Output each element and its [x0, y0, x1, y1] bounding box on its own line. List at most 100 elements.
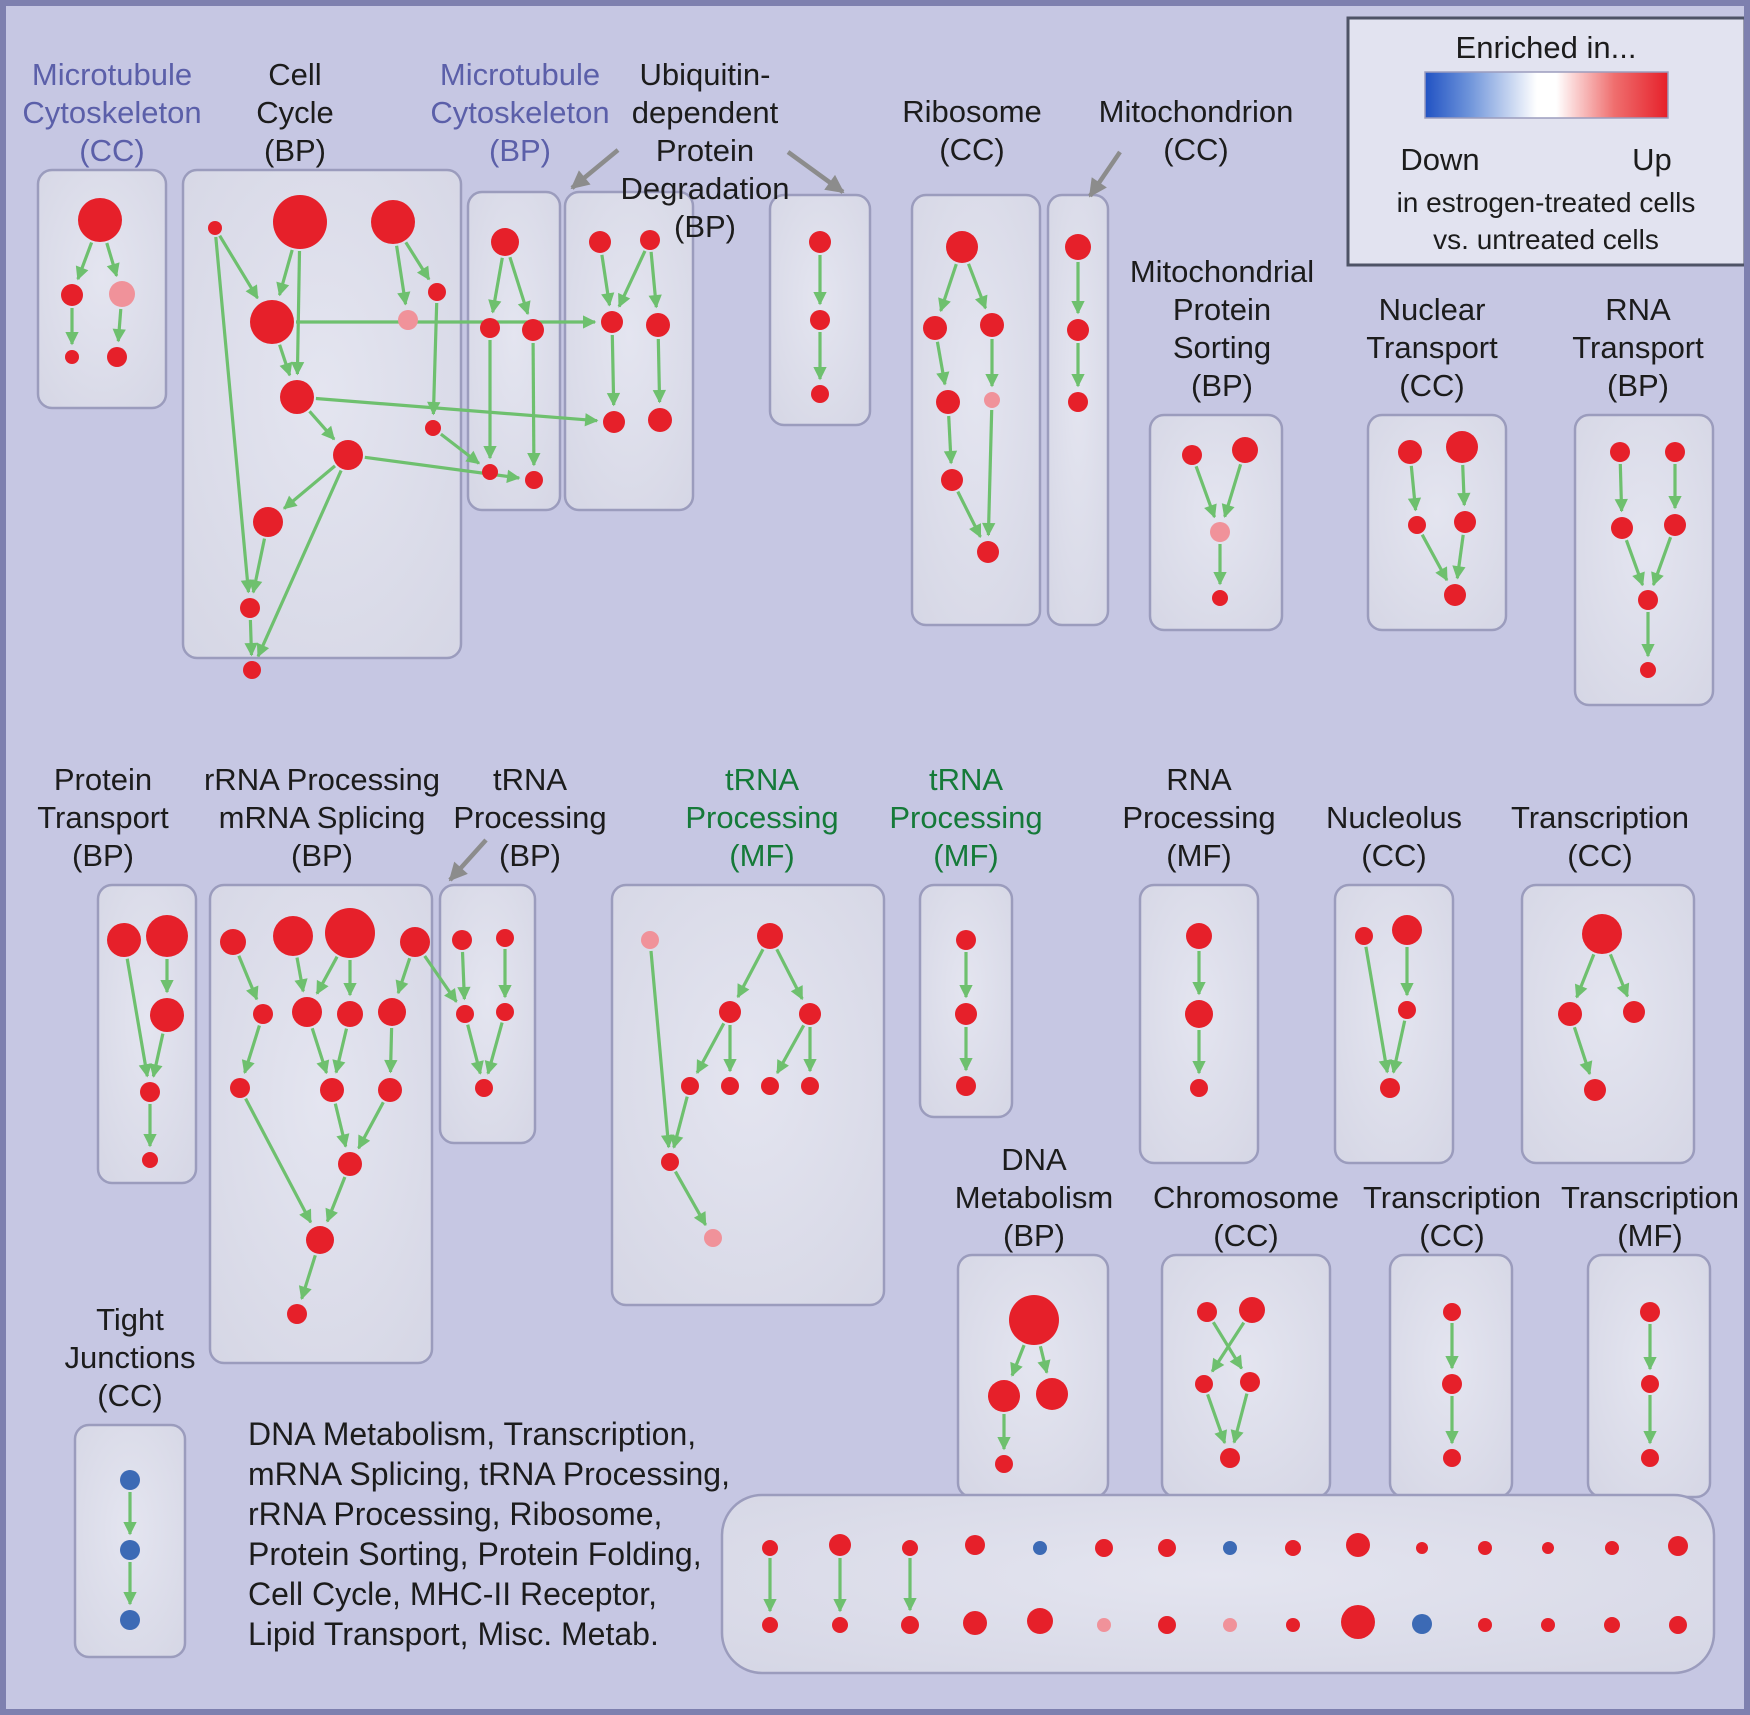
cell-cycle-bp-gene-node: [253, 507, 283, 537]
mixed-categories-gene-node: [1412, 1614, 1432, 1634]
microtubule-cytoskeleton-cc-gene-node: [109, 281, 135, 307]
edge-arrow: [695, 1022, 726, 1074]
edge-arrow: [466, 1024, 484, 1075]
trna-processing-mf-1-label: tRNA Processing (MF): [685, 762, 838, 873]
protein-transport-bp-gene-node: [140, 1082, 160, 1102]
rrna-processing-mrna-splicing-bp-gene-node: [320, 1078, 344, 1102]
edge-arrow: [244, 1097, 313, 1224]
edge-arrow: [775, 1024, 806, 1075]
mixed-categories-gene-node: [1668, 1536, 1688, 1556]
edge-arrow: [105, 242, 120, 278]
edge-arrow: [332, 1028, 349, 1074]
cell-cycle-bp-gene-node: [428, 283, 446, 301]
nuclear-transport-cc-gene-node: [1444, 584, 1466, 606]
mixed-categories-gene-node: [1605, 1541, 1619, 1555]
edge-arrow: [439, 432, 480, 465]
edge-arrow: [488, 257, 504, 314]
ribosome-cc-gene-node: [980, 313, 1004, 337]
protein-transport-bp-label: Protein Transport (BP): [37, 762, 169, 873]
dna-metabolism-bp-gene-node: [1009, 1295, 1059, 1345]
protein-transport-bp-gene-node: [142, 1152, 158, 1168]
transcription-cc-2-label: Transcription (CC): [1363, 1180, 1541, 1253]
mitochondrial-protein-sorting-bp-gene-node: [1210, 522, 1230, 542]
ubiquitin-degradation-bp-left-gene-node: [646, 313, 670, 337]
edge-arrow: [112, 308, 126, 343]
rna-transport-bp-gene-node: [1610, 442, 1630, 462]
edge-arrow: [308, 410, 336, 441]
ubiquitin-degradation-bp-right-gene-node: [809, 231, 831, 253]
dna-metabolism-bp-box: [956, 1253, 1110, 1499]
mixed-categories-gene-node: [1033, 1541, 1047, 1555]
tight-junctions-cc-label: Tight Junctions (CC): [65, 1302, 196, 1413]
trna-processing-mf-2-box: [918, 883, 1014, 1119]
cell-cycle-bp-gene-node: [250, 300, 294, 344]
rna-transport-bp-box: [1573, 413, 1715, 707]
rrna-processing-mrna-splicing-bp-gene-node: [337, 1001, 363, 1027]
edge-arrow: [943, 415, 958, 465]
edge-arrow: [956, 490, 982, 538]
edge-arrow: [290, 250, 305, 376]
trna-processing-mf-2-gene-node: [956, 930, 976, 950]
rrna-processing-mrna-splicing-bp-gene-node: [378, 1078, 402, 1102]
transcription-cc-1-gene-node: [1584, 1079, 1606, 1101]
trna-processing-bp-box: [438, 883, 537, 1145]
trna-processing-mf-1-gene-node: [704, 1229, 722, 1247]
legend-subtitle: in estrogen-treated cells vs. untreated c…: [1397, 187, 1696, 255]
mixed-categories-gene-node: [1285, 1540, 1301, 1556]
chromosome-cc-label: Chromosome (CC): [1153, 1180, 1339, 1253]
trna-processing-mf-1-gene-node: [799, 1003, 821, 1025]
edge-arrow: [315, 955, 339, 995]
protein-transport-bp-gene-node: [107, 923, 141, 957]
category-list-caption: DNA Metabolism, Transcription, mRNA Splic…: [248, 1416, 730, 1652]
rrna-processing-mrna-splicing-bp-gene-node: [287, 1304, 307, 1324]
dna-metabolism-bp-gene-node: [988, 1380, 1020, 1412]
mixed-categories-gene-node: [1286, 1618, 1300, 1632]
trna-processing-bp-gene-node: [452, 930, 472, 950]
cell-cycle-bp-label: Cell Cycle (BP): [256, 57, 334, 168]
mixed-categories-gene-node: [1669, 1616, 1687, 1634]
ribosome-cc-gene-node: [941, 469, 963, 491]
edge-arrow: [310, 1027, 330, 1075]
edge-arrow: [648, 251, 662, 309]
rna-transport-bp-gene-node: [1664, 514, 1686, 536]
edge-arrow: [1230, 1393, 1249, 1444]
microtubule-cytoskeleton-cc-gene-node: [65, 350, 79, 364]
legend-down-label: Down: [1400, 142, 1479, 177]
edge-arrow: [384, 1027, 398, 1074]
mitochondrion-cc-gene-node: [1065, 234, 1091, 260]
mitochondrial-protein-sorting-bp-gene-node: [1212, 590, 1228, 606]
nucleolus-cc-gene-node: [1380, 1078, 1400, 1098]
microtubule-cytoskeleton-bp-gene-node: [522, 319, 544, 341]
mixed-categories-gene-node: [1158, 1616, 1176, 1634]
ribosome-cc-gene-node: [923, 316, 947, 340]
rrna-processing-mrna-splicing-bp-gene-node: [230, 1078, 250, 1098]
edge-arrow: [1389, 1020, 1407, 1074]
rrna-processing-mrna-splicing-bp-gene-node: [292, 997, 322, 1027]
edge-arrow: [325, 1176, 347, 1223]
mitochondrial-protein-sorting-bp-gene-node: [1182, 445, 1202, 465]
edge-arrow: [1574, 953, 1596, 999]
edge-arrow: [333, 1103, 350, 1148]
chromosome-cc-gene-node: [1240, 1372, 1260, 1392]
chromosome-cc-gene-node: [1195, 1375, 1213, 1393]
protein-transport-bp-gene-node: [150, 998, 184, 1032]
ribosome-cc-gene-node: [977, 541, 999, 563]
trna-processing-mf-1-gene-node: [801, 1077, 819, 1095]
mixed-categories-gene-node: [1097, 1618, 1111, 1632]
edge-arrow: [423, 955, 458, 1003]
edge-arrow: [237, 955, 259, 1001]
edge-arrow: [775, 948, 804, 1001]
trna-processing-mf-1-gene-node: [757, 923, 783, 949]
rrna-processing-mrna-splicing-bp-gene-node: [338, 1152, 362, 1176]
edge-arrow: [1608, 953, 1630, 998]
edge-arrow: [244, 619, 258, 657]
mixed-categories-gene-node: [1346, 1533, 1370, 1557]
mitochondrial-protein-sorting-bp-label: Mitochondrial Protein Sorting (BP): [1130, 254, 1314, 403]
trna-processing-mf-1-gene-node: [641, 931, 659, 949]
mixed-categories-gene-node: [1541, 1618, 1555, 1632]
edge-arrow: [670, 1096, 689, 1149]
dna-metabolism-bp-label: DNA Metabolism (BP): [955, 1142, 1114, 1253]
rna-processing-mf-gene-node: [1190, 1079, 1208, 1097]
